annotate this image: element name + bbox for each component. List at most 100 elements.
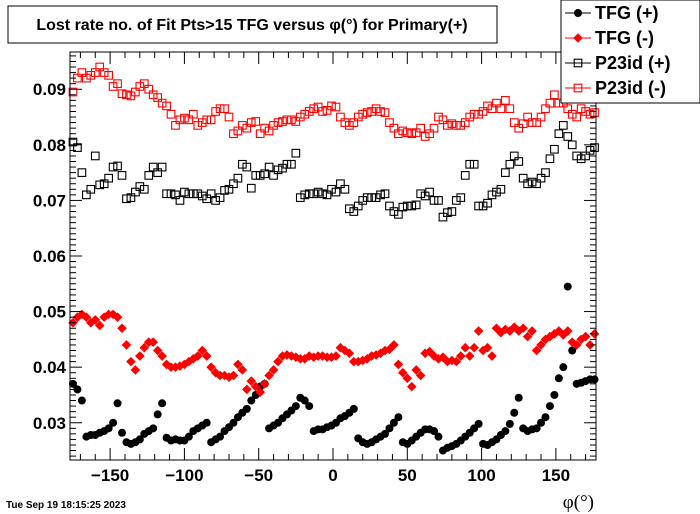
legend-marker (573, 33, 583, 43)
data-point (108, 162, 118, 172)
data-point (295, 193, 305, 202)
data-point (590, 375, 599, 384)
data-point (576, 154, 586, 164)
data-point (113, 161, 122, 171)
data-point (170, 362, 181, 372)
data-point (429, 196, 439, 205)
data-point (157, 98, 167, 108)
data-point (492, 98, 501, 108)
data-point (273, 165, 283, 175)
data-point (358, 196, 368, 205)
data-point (224, 184, 234, 194)
data-point (295, 112, 305, 122)
data-point (300, 109, 310, 119)
data-point (357, 355, 368, 366)
data-point (175, 115, 185, 125)
data-point (242, 123, 252, 133)
data-point (563, 132, 573, 141)
data-point (202, 418, 211, 427)
data-point (572, 112, 582, 122)
data-point (77, 68, 87, 77)
data-point (433, 354, 444, 364)
data-point (220, 186, 229, 195)
data-point (536, 340, 546, 350)
data-point (180, 113, 189, 123)
data-point (420, 132, 430, 141)
data-point (135, 351, 145, 361)
data-point (242, 384, 252, 395)
data-point (563, 282, 572, 291)
data-point (430, 427, 439, 436)
data-point (527, 326, 537, 336)
data-point (505, 419, 514, 428)
data-point (366, 351, 377, 361)
data-point (122, 194, 131, 204)
data-point (139, 342, 150, 353)
data-point (381, 429, 390, 438)
legend-label: TFG (+) (595, 3, 659, 23)
data-point (220, 104, 229, 114)
data-point (130, 365, 141, 375)
data-point (260, 123, 269, 133)
data-point (411, 365, 422, 375)
data-point (273, 356, 283, 367)
data-point (197, 345, 208, 356)
data-point (407, 201, 417, 211)
data-point (474, 419, 483, 428)
data-point (537, 418, 546, 427)
data-point (456, 193, 466, 202)
data-point (81, 73, 91, 83)
data-point (483, 101, 492, 111)
data-point (469, 342, 479, 353)
data-point (335, 342, 346, 353)
data-point (73, 143, 82, 152)
legend-marker (574, 9, 582, 17)
data-point (385, 201, 394, 211)
data-point (131, 187, 140, 197)
data-point (415, 370, 426, 381)
data-point (527, 118, 537, 127)
data-point (162, 101, 171, 111)
data-point (309, 189, 319, 199)
data-point (104, 424, 113, 433)
series-3 (68, 62, 599, 141)
data-point (233, 359, 243, 370)
series-2 (68, 121, 599, 222)
data-point (571, 340, 582, 350)
data-point (158, 399, 167, 408)
data-point (327, 101, 336, 111)
data-point (313, 102, 323, 112)
data-point (532, 424, 541, 433)
data-point (550, 90, 559, 100)
data-point (572, 151, 582, 161)
data-point (518, 173, 528, 183)
data-point (152, 345, 163, 356)
y-tick-label: 0.06 (33, 247, 66, 266)
data-point (331, 351, 341, 361)
data-point (554, 374, 563, 383)
data-point (291, 402, 300, 411)
data-point (376, 190, 385, 200)
data-point (407, 129, 417, 139)
legend-label: P23id (-) (595, 78, 666, 98)
data-point (509, 151, 519, 161)
data-point (349, 207, 359, 216)
data-point (171, 121, 180, 130)
data-point (331, 187, 341, 197)
y-tick-label: 0.05 (33, 303, 66, 322)
data-point (153, 410, 162, 419)
data-point (259, 379, 270, 389)
data-point (416, 123, 426, 133)
data-point (238, 121, 247, 130)
data-point (233, 126, 243, 136)
data-point (451, 356, 462, 367)
data-point (581, 107, 590, 116)
data-point (166, 189, 176, 199)
data-point (398, 126, 408, 136)
data-point (86, 184, 96, 194)
data-point (251, 117, 261, 126)
data-point (108, 82, 118, 91)
data-point (389, 418, 398, 427)
data-point (131, 87, 140, 97)
